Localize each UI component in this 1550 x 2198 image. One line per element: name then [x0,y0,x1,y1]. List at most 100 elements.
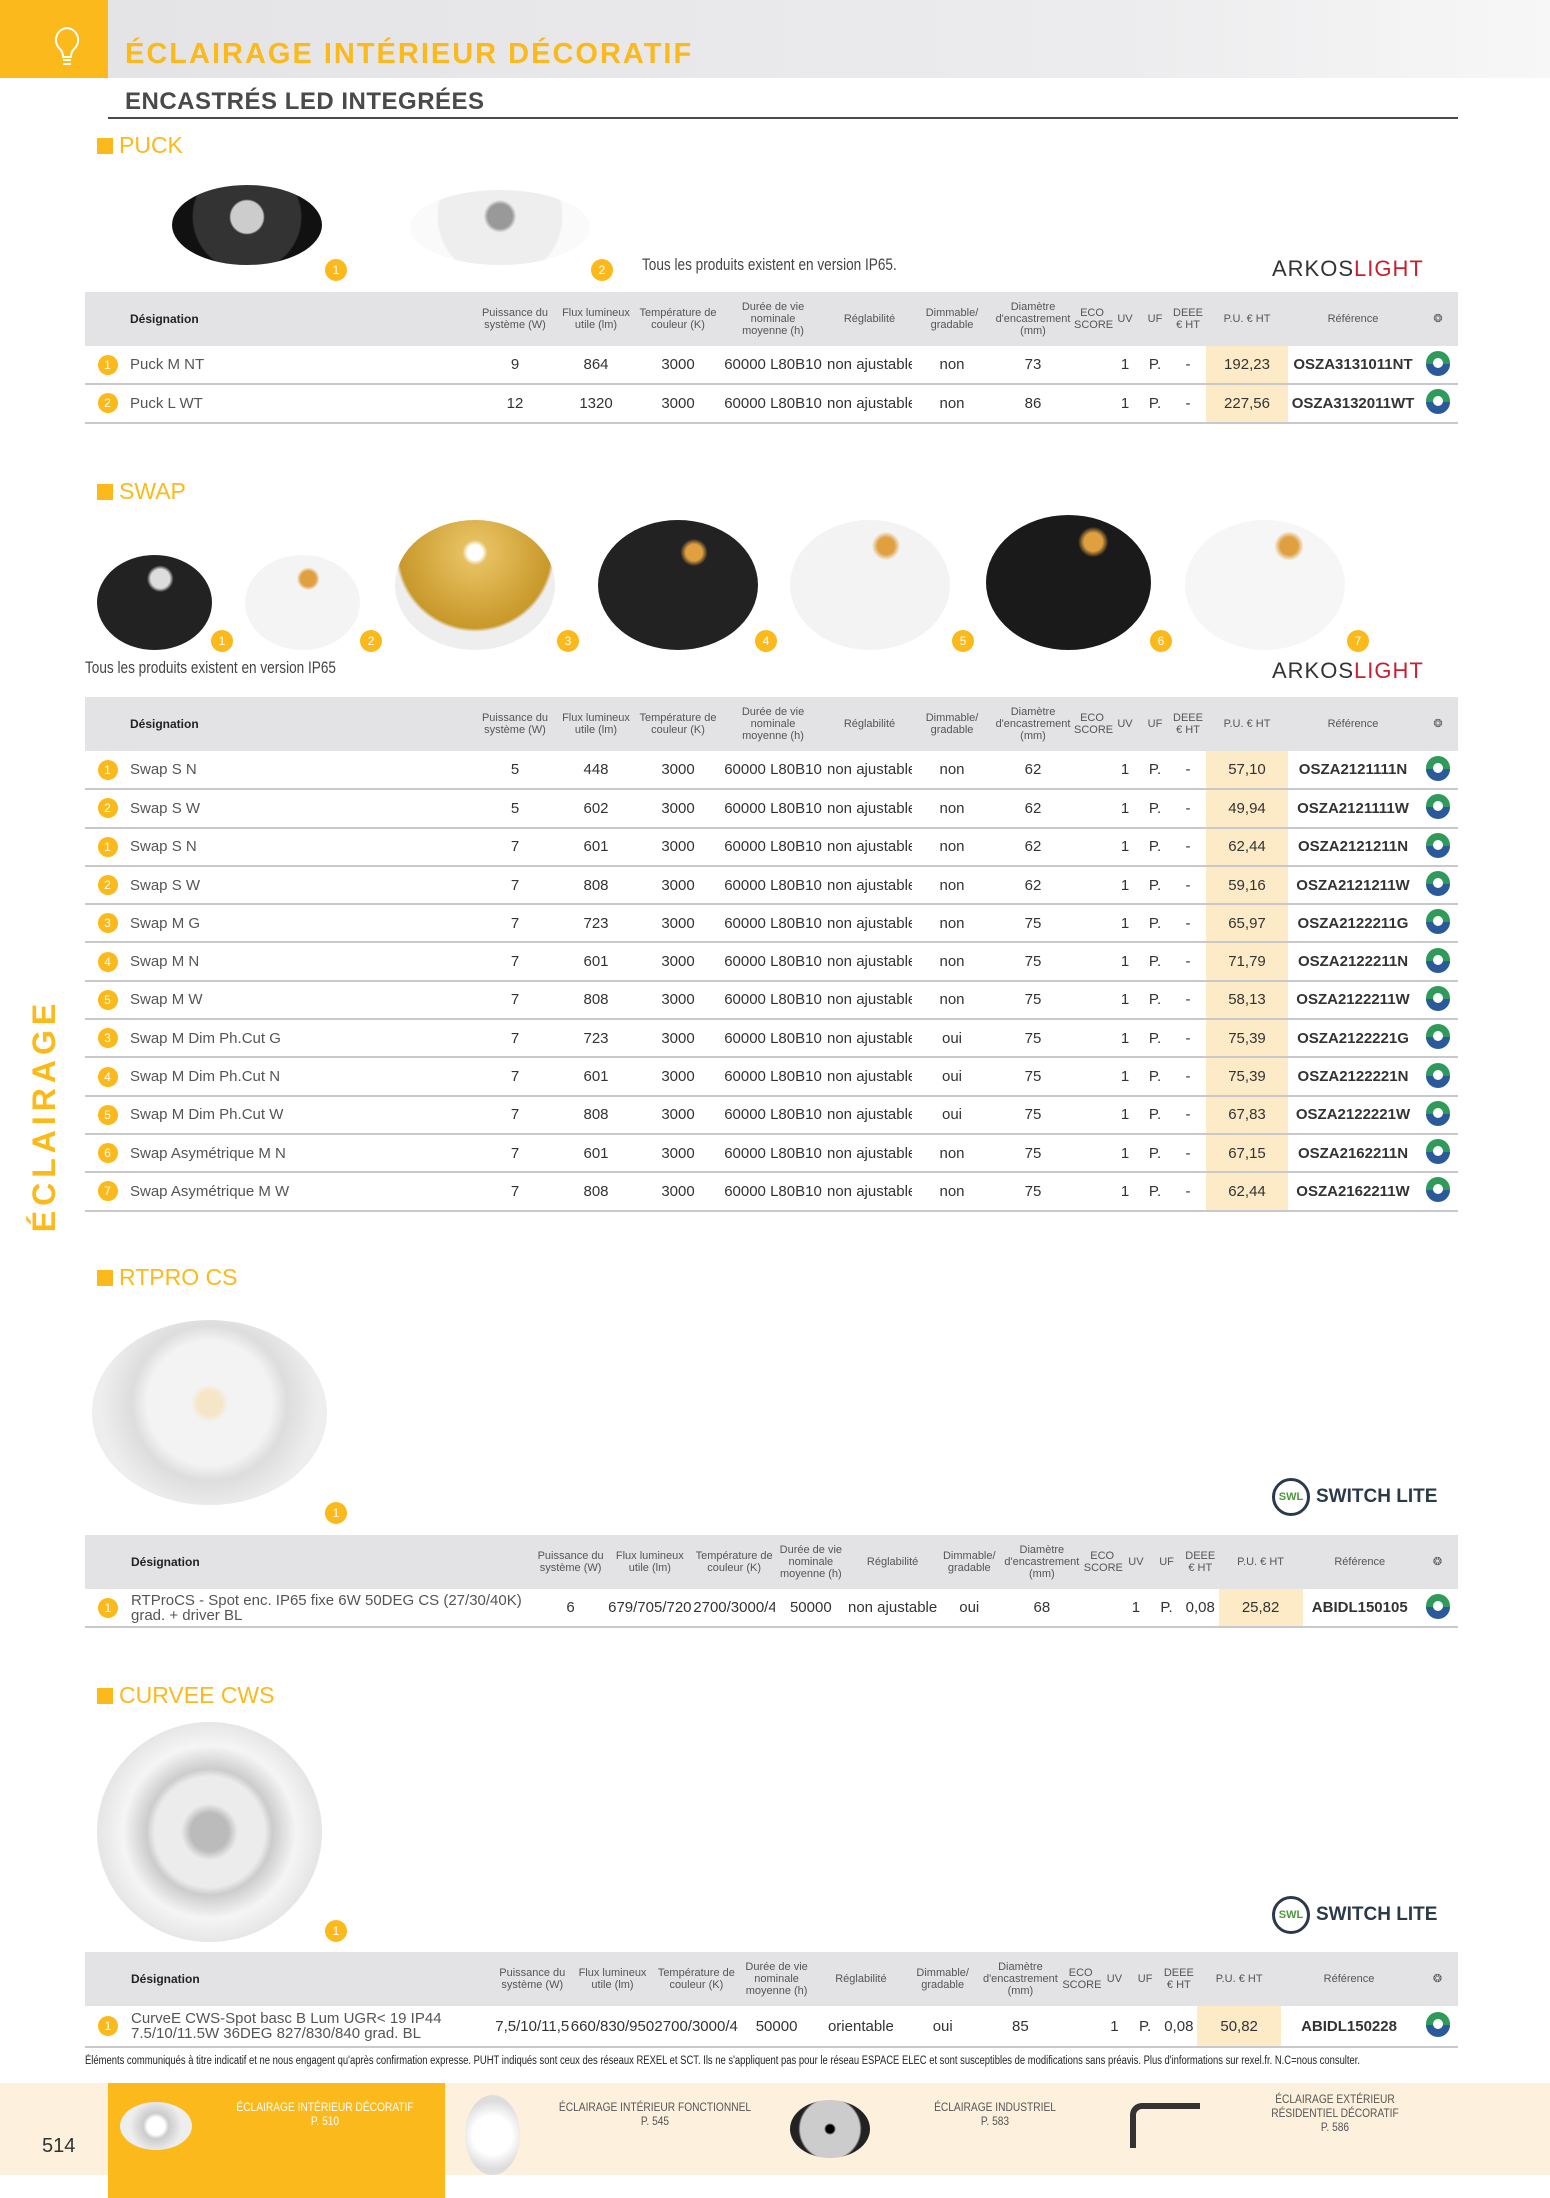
recycle-icon: ❂ [1417,1535,1458,1589]
nav-link-exterieur[interactable]: ÉCLAIRAGE EXTÉRIEUR RÉSIDENTIEL DÉCORATI… [1271,2092,1399,2134]
cell: Swap Asymétrique M W [130,1172,475,1212]
cell: Swap M W [130,980,475,1021]
header-icon-box [0,0,108,78]
cell: 808 [555,980,637,1021]
badge-2: 2 [360,630,382,652]
cell: 57,10 [1206,751,1288,791]
cell: - [1170,346,1206,386]
cell: non [912,346,992,386]
nav-link-industriel[interactable]: ÉCLAIRAGE INDUSTRIEL P. 583 [934,2100,1056,2128]
cell: 808 [555,1172,637,1212]
cell: 62 [992,751,1074,791]
cell: P. [1151,1589,1182,1629]
cell: P. [1140,942,1170,982]
cell [1074,942,1110,982]
eco-score-icon [1425,1176,1451,1203]
cell: 0,08 [1181,1589,1219,1629]
cell: 7 [475,980,555,1021]
cell: 448 [555,751,637,791]
cell: 50,82 [1197,2006,1282,2048]
cell: non ajustable [827,827,912,867]
cell: non ajustable [827,751,912,791]
cell [1074,1133,1110,1174]
cell: CurveE CWS-Spot basc B Lum UGR< 19 IP44 … [131,2006,494,2048]
item-number-badge: 1 [97,759,118,780]
cell: non [912,865,992,906]
product-image-swap-2 [245,555,360,650]
cell: - [1170,1019,1206,1059]
cell: 2700/3000/4000 [693,1589,776,1629]
section-title-swap: SWAP [97,478,186,505]
column-header: UV [1120,1535,1152,1589]
cell: 50000 [775,1589,847,1629]
cell: 1 [1110,827,1140,867]
footnote: Éléments communiqués à titre indicatif e… [85,2055,1361,2067]
cell: 73 [992,346,1074,386]
cell: non ajustable [827,1095,912,1135]
cell: non [912,1172,992,1212]
column-header: Diamètre d'encastrement (mm) [992,292,1074,346]
eco-score-icon [1425,947,1451,973]
cell: 808 [555,1095,637,1135]
cell: - [1170,1057,1206,1097]
column-header: Référence [1302,1535,1417,1589]
cell: 7 [475,1133,555,1174]
cell: 5 [475,751,555,791]
cell: 60000 L80B10 [719,346,827,386]
item-number-badge: 4 [97,1066,118,1087]
cell: 25,82 [1218,1589,1303,1629]
cell: Swap M G [130,904,475,944]
lightbulb-icon [54,26,80,65]
cell: 1 [1110,1057,1140,1097]
cell: OSZA2121211N [1288,827,1418,867]
cell: 227,56 [1206,384,1288,424]
badge-1: 1 [325,1920,347,1942]
cell: 864 [555,346,637,386]
cell: Swap M Dim Ph.Cut G [130,1019,475,1059]
cell: OSZA2121211W [1288,865,1418,906]
eco-score-icon [1425,388,1451,415]
cell: 3000 [637,904,719,944]
cell: 7 [475,865,555,906]
column-header: DEEE € HT [1170,697,1206,751]
cell: 5 [475,789,555,829]
product-table-swap: Désignation Puissance du système (W) Flux … [85,697,1458,1212]
cell: - [1170,980,1206,1021]
cell: - [1170,789,1206,829]
cell: non ajustable [827,384,912,424]
column-header: Dimmable/ gradable [938,1535,1000,1589]
product-image-curvee [97,1722,322,1942]
cell: non [912,1133,992,1174]
cell: - [1170,942,1206,982]
cell: OSZA2122221W [1288,1095,1418,1135]
cell: 3000 [637,865,719,906]
nav-link-decoratif[interactable]: ÉCLAIRAGE INTÉRIEUR DÉCORATIF P. 510 [236,2100,414,2128]
badge-6: 6 [1150,630,1172,652]
cell: non ajustable [827,1172,912,1212]
column-header: Durée de vie nominale moyenne (h) [719,697,827,751]
cell [1074,1095,1110,1135]
column-header: UF [1140,292,1170,346]
cell: 75 [992,1133,1074,1174]
header-band [108,0,1550,78]
eco-score-icon [1425,870,1451,897]
table-row: 2 Swap S W 7 808 3000 60000 L80B10 non ajustab… [85,865,1458,906]
product-table-rtpro: Désignation Puissance du système (W) Flux … [85,1535,1458,1629]
cell: P. [1140,789,1170,829]
badge-3: 3 [557,630,579,652]
cell: 62,44 [1206,1172,1288,1212]
nav-link-fonctionnel[interactable]: ÉCLAIRAGE INTÉRIEUR FONCTIONNEL P. 545 [558,2100,752,2128]
column-header: P.U. € HT [1206,697,1288,751]
cell: 75 [992,1095,1074,1135]
column-header: Dimmable/ gradable [912,292,992,346]
ip65-note: Tous les produits existent en version IP… [85,658,336,677]
cell: - [1170,1172,1206,1212]
column-header: Durée de vie nominale moyenne (h) [738,1952,815,2006]
column-header: Réglabilité [827,697,912,751]
cell: non [912,751,992,791]
cell: oui [912,1019,992,1059]
table-header: Désignation Puissance du système (W) Flux … [85,292,1458,346]
cell: 808 [555,865,637,906]
column-header: ECO SCORE [1074,292,1113,346]
cell: P. [1140,751,1170,791]
